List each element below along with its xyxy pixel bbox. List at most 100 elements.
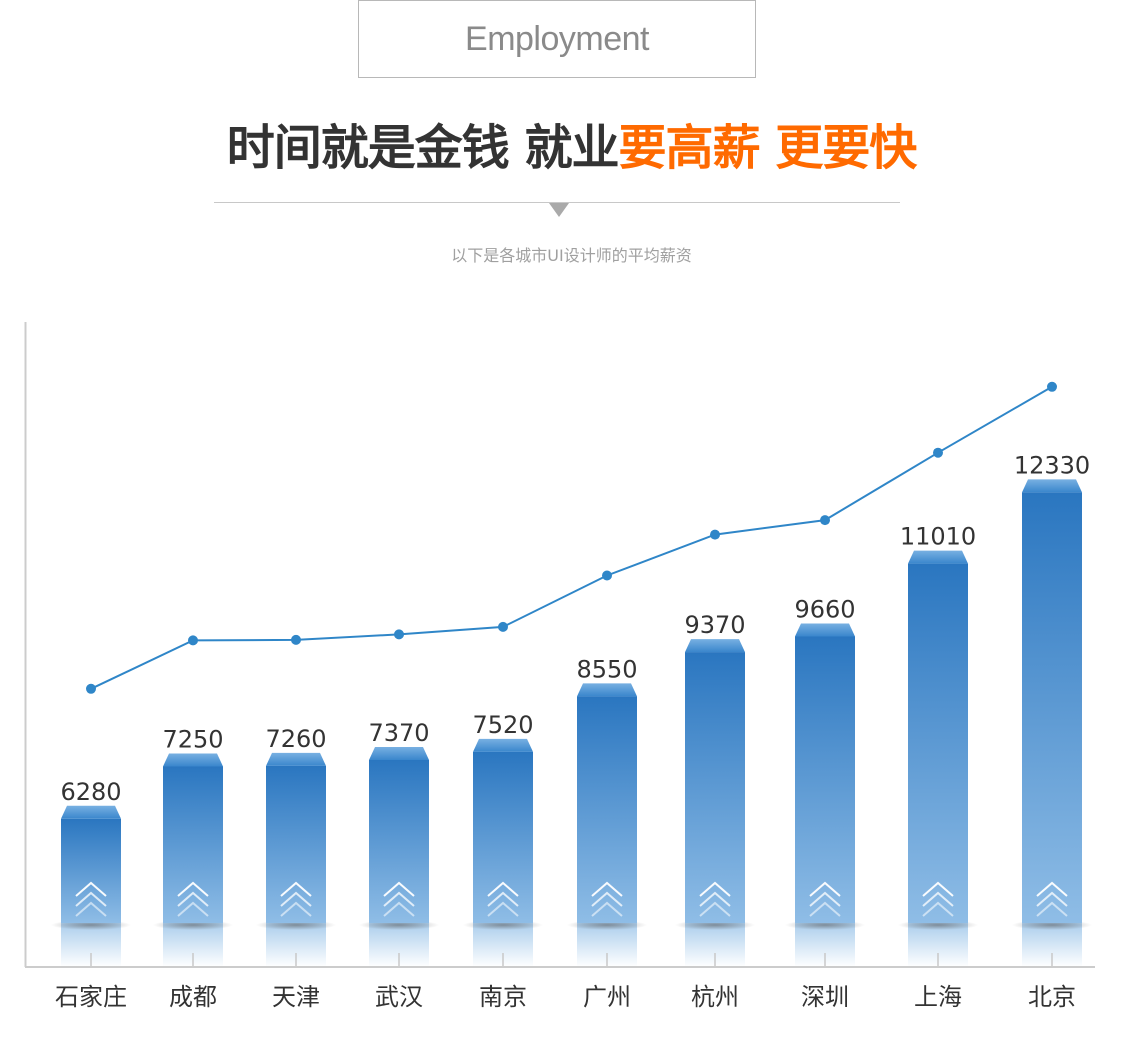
x-tick-label: 武汉 — [375, 983, 423, 1011]
bar — [61, 818, 121, 923]
chevron-stroke — [1036, 881, 1068, 897]
divider-arrow-icon — [549, 203, 569, 217]
data-label: 9660 — [794, 595, 855, 623]
chevron-stroke — [177, 881, 209, 897]
x-tick-label: 成都 — [169, 983, 217, 1011]
bar — [908, 563, 968, 923]
x-tick-label: 石家庄 — [55, 983, 127, 1011]
employment-badge: Employment — [358, 0, 756, 78]
chevron-stroke — [699, 891, 731, 907]
data-point — [933, 447, 943, 458]
bar-cap — [908, 550, 968, 564]
divider-line — [214, 202, 900, 203]
data-label: 7250 — [162, 725, 223, 753]
chevron-up-icon — [809, 881, 841, 917]
data-label: 7260 — [265, 725, 326, 753]
data-point — [820, 515, 830, 526]
data-point — [86, 683, 96, 694]
chevron-stroke — [1036, 901, 1068, 917]
chevron-stroke — [699, 901, 731, 917]
chevron-stroke — [487, 901, 519, 917]
page-headline: 时间就是金钱 就业要高薪 更要快 — [0, 108, 1143, 178]
bar-cap — [266, 752, 326, 766]
bar — [473, 751, 533, 923]
x-tick-label: 北京 — [1028, 983, 1076, 1011]
chevron-stroke — [699, 881, 731, 897]
data-point — [291, 634, 301, 645]
chevron-up-icon — [75, 881, 107, 917]
chevron-stroke — [1036, 891, 1068, 907]
data-label: 6280 — [60, 778, 121, 806]
x-tick-label: 上海 — [914, 983, 962, 1011]
x-tick-label: 广州 — [583, 983, 631, 1011]
bar-cap — [577, 683, 637, 697]
data-label: 12330 — [1014, 451, 1090, 479]
chevron-stroke — [383, 881, 415, 897]
chevron-stroke — [922, 891, 954, 907]
data-point — [710, 529, 720, 540]
x-tick-label: 杭州 — [691, 983, 739, 1011]
bar-cap — [1022, 479, 1082, 493]
headline-main: 时间就是金钱 就业 — [226, 120, 620, 176]
chevron-stroke — [922, 881, 954, 897]
series-line — [90, 385, 1053, 690]
bar — [1022, 492, 1082, 923]
chevron-up-icon — [1036, 881, 1068, 917]
chevron-up-icon — [699, 881, 731, 917]
chevron-stroke — [809, 901, 841, 917]
chevron-stroke — [487, 881, 519, 897]
bar-cap — [369, 746, 429, 760]
chevron-stroke — [591, 881, 623, 897]
chevron-stroke — [177, 901, 209, 917]
bar-cap — [61, 805, 121, 819]
bar — [577, 696, 637, 923]
data-point — [498, 621, 508, 632]
bar — [795, 636, 855, 923]
bar-cap — [473, 738, 533, 752]
data-label: 7520 — [472, 711, 533, 739]
chevron-stroke — [280, 881, 312, 897]
data-point — [394, 629, 404, 640]
chevron-up-icon — [922, 881, 954, 917]
chevron-stroke — [487, 891, 519, 907]
chevron-stroke — [383, 891, 415, 907]
chevron-stroke — [75, 901, 107, 917]
chevron-stroke — [809, 891, 841, 907]
x-tick-label: 南京 — [479, 983, 527, 1011]
chevron-stroke — [75, 881, 107, 897]
chevron-stroke — [280, 901, 312, 917]
chevron-up-icon — [280, 881, 312, 917]
chart-subtitle: 以下是各城市UI设计师的平均薪资 — [451, 246, 692, 265]
data-point — [1047, 381, 1057, 392]
chevron-up-icon — [487, 881, 519, 917]
chevron-up-icon — [177, 881, 209, 917]
data-point — [602, 570, 612, 581]
chevron-stroke — [280, 891, 312, 907]
data-label: 9370 — [684, 611, 745, 639]
x-tick-label: 天津 — [272, 983, 320, 1011]
x-tick-label: 深圳 — [801, 983, 849, 1011]
chevron-up-icon — [383, 881, 415, 917]
bar-cap — [163, 753, 223, 767]
bar — [369, 759, 429, 923]
chevron-stroke — [809, 881, 841, 897]
chevron-stroke — [922, 901, 954, 917]
bar — [266, 765, 326, 923]
chevron-up-icon — [591, 881, 623, 917]
data-label: 11010 — [900, 523, 976, 551]
chevron-stroke — [591, 901, 623, 917]
chevron-stroke — [177, 891, 209, 907]
chevron-stroke — [591, 891, 623, 907]
bar — [163, 766, 223, 923]
headline-highlight: 要高薪 更要快 — [618, 120, 918, 176]
data-point — [188, 635, 198, 646]
data-label: 7370 — [368, 719, 429, 747]
bar-cap — [795, 623, 855, 637]
data-label: 8550 — [576, 655, 637, 683]
bar — [685, 652, 745, 923]
badge-label: Employment — [465, 19, 649, 58]
chevron-stroke — [383, 901, 415, 917]
chevron-stroke — [75, 891, 107, 907]
bar-cap — [685, 639, 745, 653]
